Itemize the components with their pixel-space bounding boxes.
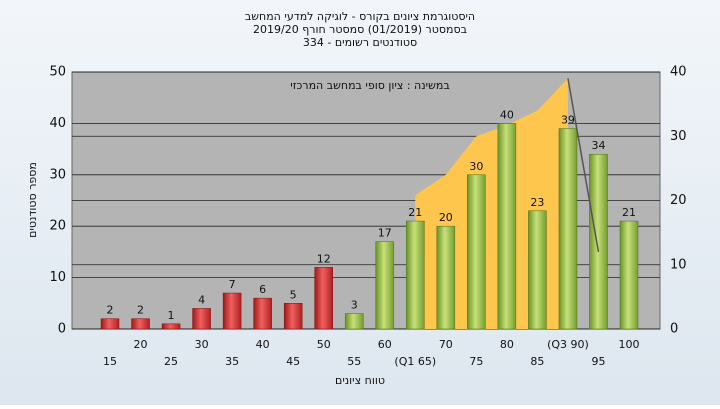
value-label: 17: [378, 227, 392, 240]
value-label: 7: [229, 278, 236, 291]
chart-subtitle: בסמסטר (01/2019) סמסטר חורף 2019/20: [253, 23, 467, 36]
x-tick-label: 80: [500, 338, 514, 351]
bar: [100, 318, 120, 330]
bar: [344, 313, 364, 330]
x-axis-label: טווח ציונים: [335, 374, 385, 387]
x-tick-label: 85: [530, 355, 544, 368]
value-label: 5: [290, 288, 297, 301]
value-label: 2: [107, 304, 114, 317]
y-tick-label: 10: [49, 270, 66, 285]
value-label: 6: [259, 283, 266, 296]
y2-tick-label: 20: [670, 193, 687, 208]
value-label: 21: [408, 206, 422, 219]
value-label: 23: [530, 196, 544, 209]
bar: [253, 297, 272, 330]
value-label: 34: [591, 139, 605, 152]
value-label: 40: [500, 108, 514, 121]
x-tick-label: 15: [103, 355, 117, 368]
value-label: 12: [317, 252, 331, 265]
x-tick-label: 55: [347, 355, 361, 368]
value-label: 21: [622, 206, 636, 219]
y-tick-label: 30: [49, 167, 66, 182]
x-tick-label: 45: [286, 355, 300, 368]
bar: [619, 220, 639, 330]
value-label: 3: [351, 299, 358, 312]
x-tick-label: 70: [439, 338, 453, 351]
bar: [467, 174, 486, 330]
bar: [192, 308, 211, 330]
x-tick-label: 50: [317, 338, 331, 351]
bar: [406, 220, 425, 330]
value-label: 2: [137, 304, 144, 317]
x-tick-label: 75: [469, 355, 483, 368]
annotation: במשינה : ציון סופי במחשב המרכזי: [290, 79, 449, 92]
value-label: 4: [198, 293, 205, 306]
y2-tick-label: 30: [670, 129, 687, 144]
y2-tick-label: 40: [670, 65, 687, 80]
y-tick-label: 20: [49, 219, 66, 234]
value-label: 30: [469, 160, 483, 173]
bar: [222, 292, 242, 330]
y2-tick-label: 0: [670, 322, 678, 337]
x-tick-label: 20: [134, 338, 148, 351]
y-tick-label: 40: [49, 116, 66, 131]
bar: [528, 210, 547, 330]
y-tick-label: 0: [58, 322, 66, 337]
chart-title: היסטוגרמת ציונים בקורס - לוגיקה למדעי המ…: [245, 10, 475, 23]
x-tick-label: (Q1 65): [394, 355, 436, 368]
chart-subtitle: סטודנטים רשומים - 334: [303, 36, 417, 49]
x-tick-label: 35: [225, 355, 239, 368]
bar: [497, 123, 517, 330]
x-tick-label: 60: [378, 338, 392, 351]
x-tick-label: (Q3 90): [547, 338, 589, 351]
value-label: 20: [439, 211, 453, 224]
x-tick-label: 40: [256, 338, 270, 351]
bar: [161, 323, 181, 330]
y2-tick-label: 10: [670, 257, 687, 272]
bar: [558, 128, 578, 330]
bar: [589, 153, 608, 330]
bar: [283, 303, 303, 330]
bar: [436, 225, 456, 330]
x-tick-label: 95: [591, 355, 605, 368]
value-label: 1: [168, 309, 175, 322]
bar: [375, 241, 395, 330]
y-axis-label: מספר סטודנטים: [26, 162, 39, 238]
x-tick-label: 25: [164, 355, 178, 368]
line: [567, 78, 600, 253]
bar: [131, 318, 150, 330]
x-tick-label: 30: [195, 338, 209, 351]
x-tick-label: 100: [619, 338, 640, 351]
bar: [314, 267, 333, 330]
value-label: 39: [561, 114, 575, 127]
y-tick-label: 50: [49, 65, 66, 80]
